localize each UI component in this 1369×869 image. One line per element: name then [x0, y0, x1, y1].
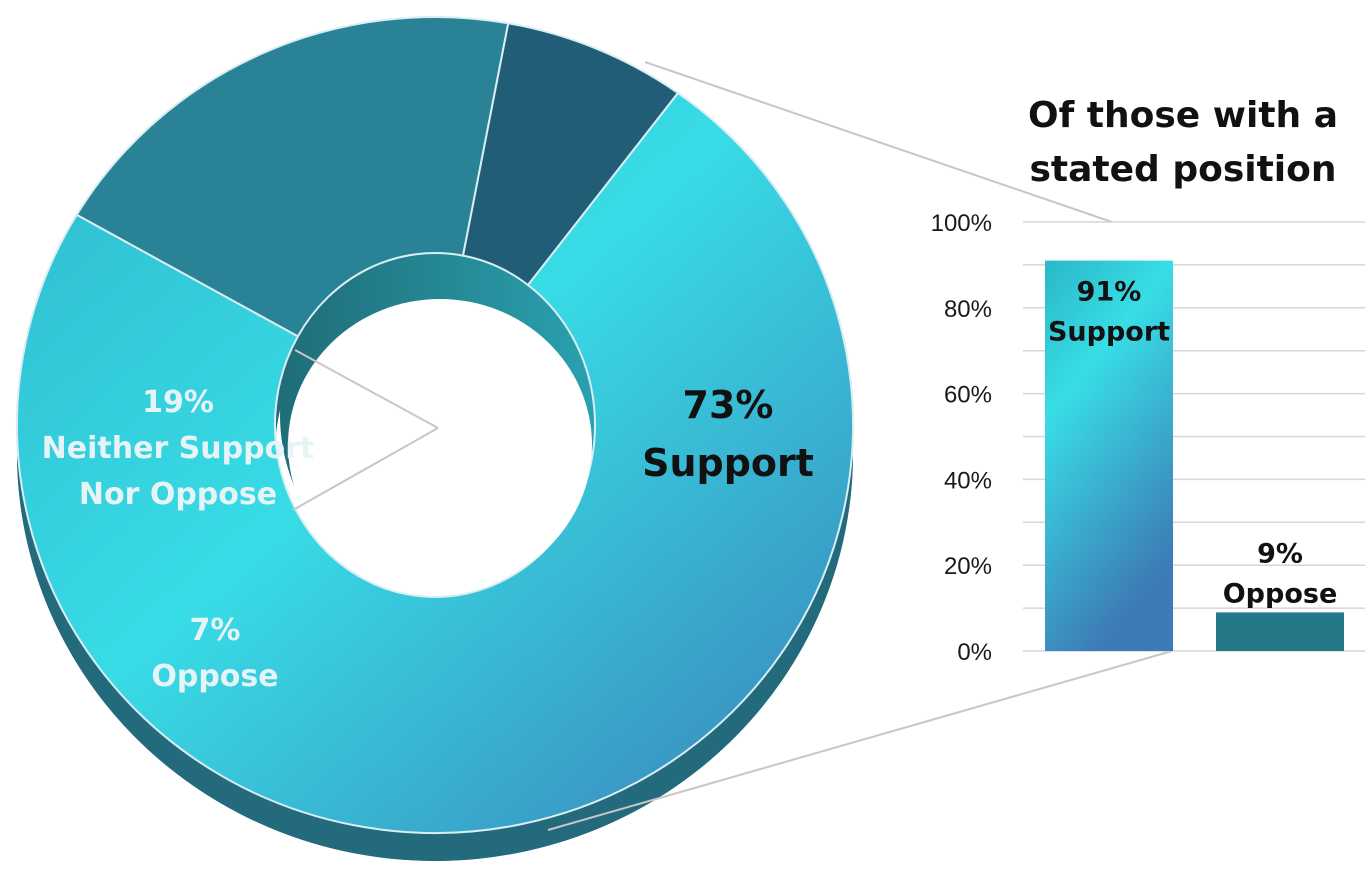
connector-line: [292, 427, 439, 511]
bar-chart-title-line-2: stated position: [1029, 149, 1336, 190]
donut-label-neither-support-nor-oppose: 19% Neither Support Nor Oppose: [42, 385, 315, 512]
bar-support: [1045, 260, 1173, 651]
y-tick-label: 100%: [931, 210, 992, 237]
y-tick-label: 60%: [944, 382, 992, 409]
bar-chart: Of those with a stated position 0% 20% 40%…: [931, 95, 1365, 666]
y-tick-label: 80%: [944, 296, 992, 323]
y-tick-label: 20%: [944, 553, 992, 580]
zoom-connector-lines: [292, 61, 1173, 831]
donut-hole: [288, 299, 592, 591]
connector-line: [547, 650, 1173, 831]
donut-slice-support: [16, 91, 854, 834]
connector-line: [294, 349, 439, 429]
bar-oppose: [1216, 612, 1344, 651]
connector-line: [644, 61, 1113, 223]
bar-chart-title-line-1: Of those with a: [1028, 95, 1338, 136]
y-tick-label: 0%: [957, 639, 992, 666]
y-tick-label: 40%: [944, 467, 992, 494]
donut-slice-neither-support-nor-oppose: [75, 16, 510, 338]
bar-label-support: 91% Support: [1048, 277, 1170, 348]
donut-label-oppose: 7% Oppose: [151, 613, 278, 694]
donut-label-support: 73% Support: [642, 383, 814, 485]
donut-chart: 73% Support 19% Neither Support Nor Oppose 7%…: [16, 16, 854, 861]
bar-label-oppose: 9% Oppose: [1223, 538, 1338, 609]
